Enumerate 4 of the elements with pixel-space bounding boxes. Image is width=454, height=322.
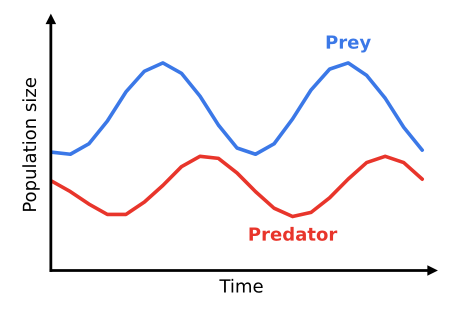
series-label: Prey — [326, 35, 371, 53]
series-label: Predator — [250, 226, 338, 241]
x-axis-title: Time — [219, 278, 263, 293]
y-axis-title: Population size — [22, 78, 40, 211]
